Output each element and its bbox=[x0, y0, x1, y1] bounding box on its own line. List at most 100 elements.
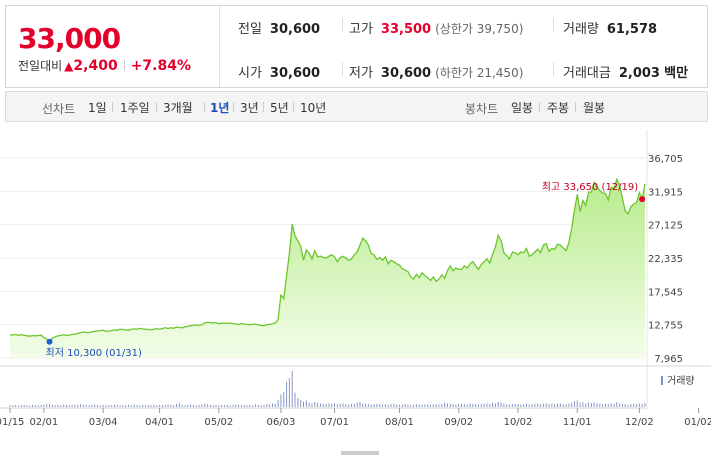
volume-bar bbox=[147, 404, 149, 407]
tab-1w[interactable]: 1주일 bbox=[120, 101, 150, 115]
x-tick-label: 09/02 bbox=[444, 417, 473, 428]
volume-bar bbox=[133, 404, 135, 407]
max-label: 최고 33,650 (12/19) bbox=[542, 181, 638, 193]
volume-bar bbox=[511, 404, 513, 407]
volume-bar bbox=[638, 403, 640, 407]
volume-bar bbox=[271, 403, 273, 407]
volume-bar bbox=[345, 404, 347, 407]
price-area bbox=[10, 179, 645, 358]
volume-bar bbox=[548, 404, 550, 407]
volume-bar bbox=[178, 402, 180, 407]
volume-bar bbox=[494, 403, 496, 407]
volume-bar bbox=[122, 404, 124, 407]
volume-bar bbox=[82, 404, 84, 407]
volume-bar bbox=[29, 405, 31, 407]
volume-bar bbox=[46, 404, 48, 407]
volume-bar bbox=[604, 403, 606, 407]
volume-bar bbox=[96, 404, 98, 407]
volume-bar bbox=[593, 402, 595, 407]
volume-bar bbox=[300, 399, 302, 407]
volume-legend: 거래량 bbox=[667, 375, 695, 387]
volume-bar bbox=[356, 402, 358, 407]
volume-bar bbox=[311, 403, 313, 407]
volume-bar bbox=[421, 404, 423, 407]
volume-bar bbox=[359, 401, 361, 407]
volume-bar bbox=[452, 404, 454, 407]
tab-1d[interactable]: 1일 bbox=[88, 101, 107, 115]
volume-bar bbox=[280, 394, 282, 407]
volume-bar bbox=[128, 404, 130, 407]
volume-bar bbox=[291, 371, 293, 407]
volume-bar bbox=[218, 405, 220, 407]
volume-bar bbox=[314, 401, 316, 407]
volume-bar bbox=[545, 403, 547, 407]
volume-bar bbox=[410, 404, 412, 407]
tab-weekly[interactable]: 주봉 bbox=[547, 101, 570, 115]
tab-1y[interactable]: 1년 bbox=[210, 101, 230, 115]
x-tick-label: 07/01 bbox=[320, 417, 349, 428]
volume-bar bbox=[170, 404, 172, 407]
volume-bar bbox=[23, 404, 25, 407]
chart-period-tabs: 선차트 1일 1주일 3개월 1년 3년 5년 10년 봉차트 일봉 주봉 월봉 bbox=[5, 91, 708, 122]
volume-bar bbox=[91, 404, 93, 407]
volume-bar bbox=[334, 403, 336, 407]
tab-3y[interactable]: 3년 bbox=[240, 101, 259, 115]
volume-bar bbox=[599, 403, 601, 407]
volume-bar bbox=[305, 400, 307, 407]
volume-bar bbox=[573, 401, 575, 407]
volume-bar bbox=[390, 404, 392, 407]
volume-bar bbox=[26, 405, 28, 407]
volume-bar bbox=[274, 403, 276, 407]
volume-bar bbox=[585, 403, 587, 407]
x-tick-label: 05/02 bbox=[204, 417, 233, 428]
y-tick-label: 7,965 bbox=[654, 354, 683, 365]
volume-bar bbox=[226, 404, 228, 407]
volume-bar bbox=[161, 405, 163, 407]
volume-bar bbox=[613, 403, 615, 407]
volume-bar bbox=[396, 404, 398, 407]
tab-10y[interactable]: 10년 bbox=[300, 101, 327, 115]
volume-bar bbox=[260, 405, 262, 407]
price-change: 전일대비 ▲2,400 +7.84% bbox=[18, 57, 191, 74]
tab-daily[interactable]: 일봉 bbox=[511, 101, 534, 115]
volume-bar bbox=[142, 404, 144, 407]
x-tick-label: 12/02 bbox=[625, 417, 654, 428]
volume-bar bbox=[461, 403, 463, 407]
volume-bar bbox=[229, 405, 231, 407]
volume-bar bbox=[379, 404, 381, 407]
volume-bar bbox=[559, 403, 561, 407]
volume-bar bbox=[40, 404, 42, 407]
tab-3m[interactable]: 3개월 bbox=[163, 101, 193, 115]
volume-bar bbox=[497, 401, 499, 407]
volume-bar bbox=[506, 404, 508, 407]
volume-bar bbox=[51, 404, 53, 407]
volume-bar bbox=[353, 403, 355, 407]
volume-bar bbox=[596, 403, 598, 407]
volume-bar bbox=[102, 404, 104, 407]
volume-bar bbox=[85, 404, 87, 407]
volume-bar bbox=[130, 405, 132, 407]
volume-bar bbox=[108, 404, 110, 407]
y-tick-label: 17,545 bbox=[648, 287, 683, 298]
volume-bar bbox=[144, 405, 146, 407]
volume-bar bbox=[554, 404, 556, 407]
tab-5y[interactable]: 5년 bbox=[270, 101, 289, 115]
volume-bar bbox=[71, 404, 73, 407]
volume-summary: 거래량 61,578 bbox=[563, 22, 658, 37]
volume-bar bbox=[60, 405, 62, 407]
volume-bar bbox=[150, 405, 152, 407]
change-percent: +7.84% bbox=[130, 58, 192, 74]
x-tick-label: 06/03 bbox=[267, 417, 296, 428]
volume-bar bbox=[156, 405, 158, 407]
volume-bar bbox=[466, 404, 468, 407]
volume-bar bbox=[376, 403, 378, 407]
volume-bar bbox=[588, 402, 590, 407]
volume-legend-swatch bbox=[661, 376, 663, 385]
volume-bar bbox=[266, 403, 268, 407]
volume-bar bbox=[415, 404, 417, 407]
scroll-handle[interactable] bbox=[341, 451, 379, 455]
volume-bar bbox=[579, 402, 581, 407]
volume-bar bbox=[520, 404, 522, 407]
volume-bar bbox=[342, 403, 344, 407]
tab-monthly[interactable]: 월봉 bbox=[583, 101, 606, 115]
